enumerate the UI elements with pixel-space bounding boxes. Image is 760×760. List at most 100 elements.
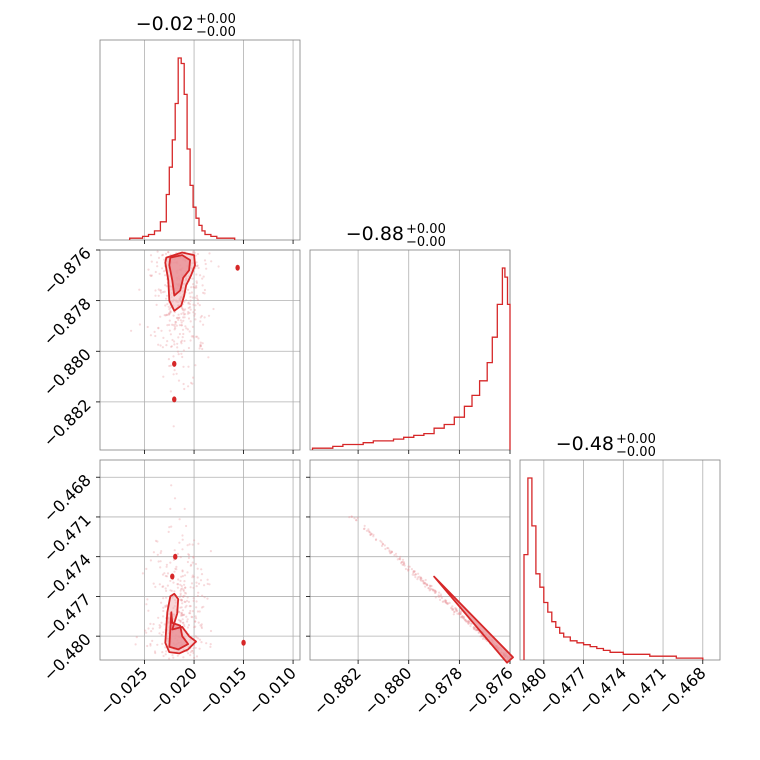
scatter-point <box>191 576 194 579</box>
scatter-point <box>442 600 445 603</box>
scatter-point <box>456 609 459 612</box>
scatter-point <box>164 314 167 317</box>
scatter-point <box>201 594 204 597</box>
scatter-point <box>167 312 171 315</box>
scatter-point <box>177 313 180 316</box>
scatter-point <box>419 576 422 579</box>
scatter-point <box>168 312 171 315</box>
scatter-point <box>160 633 163 637</box>
scatter-point <box>426 584 429 587</box>
scatter-point <box>199 343 202 346</box>
scatter-point <box>172 324 175 327</box>
scatter-point <box>393 554 396 557</box>
scatter-point <box>363 527 366 530</box>
scatter-point <box>408 565 411 568</box>
scatter-point <box>186 544 189 547</box>
scatter-point <box>181 570 184 573</box>
scatter-point <box>191 543 194 546</box>
panel-title-minus: −0.00 <box>196 25 236 40</box>
scatter-point <box>475 629 479 632</box>
scatter-point <box>181 538 184 541</box>
scatter-point <box>423 581 427 584</box>
scatter-point <box>194 286 197 289</box>
scatter-point <box>169 589 172 592</box>
panel-frame <box>99 249 301 451</box>
scatter-point <box>196 567 199 570</box>
scatter-point <box>448 601 451 605</box>
x-tick-label-2: −0.015 <box>195 663 250 718</box>
scatter-point <box>165 344 168 347</box>
scatter-point <box>170 525 173 528</box>
scatter-point <box>176 316 179 319</box>
scatter-point <box>203 316 206 319</box>
scatter-point <box>162 615 165 618</box>
scatter-point <box>422 581 425 584</box>
scatter-point <box>180 575 183 578</box>
scatter-point <box>433 591 436 594</box>
scatter-point <box>172 355 175 358</box>
scatter-point <box>185 599 189 603</box>
scatter-point <box>177 353 180 356</box>
scatter-point <box>180 324 183 327</box>
scatter-point <box>173 497 177 500</box>
scatter-point <box>189 586 192 589</box>
scatter-point <box>469 622 472 625</box>
scatter-point <box>162 585 165 588</box>
scatter-point <box>440 595 443 598</box>
scatter-point <box>348 516 351 519</box>
scatter-point <box>163 258 166 261</box>
scatter-point <box>197 591 200 594</box>
scatter-point <box>350 515 353 518</box>
scatter-point <box>186 626 189 629</box>
scatter-point <box>163 623 166 626</box>
scatter-point <box>434 590 437 593</box>
scatter-point <box>192 283 195 286</box>
scatter-point <box>175 324 178 327</box>
scatter-point <box>362 527 366 531</box>
scatter-point <box>199 345 202 348</box>
scatter-point <box>210 260 213 263</box>
scatter-point <box>374 538 377 542</box>
scatter-point <box>184 592 188 595</box>
scatter-point <box>187 624 190 627</box>
scatter-point <box>186 571 189 574</box>
scatter-point <box>188 330 191 333</box>
scatter-point <box>194 562 197 566</box>
contour-island-0 <box>172 360 177 367</box>
scatter-point <box>179 579 182 583</box>
scatter-point <box>147 609 150 612</box>
scatter-point <box>468 621 471 624</box>
scatter-point <box>192 311 195 314</box>
scatter-point <box>192 586 195 589</box>
scatter-point <box>195 600 198 603</box>
scatter-point <box>481 637 484 641</box>
panel-title-median: −0.88 <box>346 223 404 245</box>
scatter-point <box>169 310 172 313</box>
scatter-point <box>209 643 212 646</box>
scatter-point <box>154 294 157 297</box>
scatter-point <box>199 579 203 582</box>
scatter-point <box>162 291 165 294</box>
panel-frame <box>519 459 721 661</box>
scatter-point <box>184 586 187 589</box>
scatter-point <box>168 323 171 326</box>
scatter-point <box>480 635 483 638</box>
scatter-point <box>199 274 202 277</box>
scatter-point <box>199 624 202 627</box>
scatter-point <box>459 616 462 619</box>
scatter-point <box>203 292 206 295</box>
scatter-point <box>189 339 192 342</box>
scatter-point <box>441 600 444 604</box>
scatter-point <box>424 582 427 585</box>
scatter-point <box>181 534 184 537</box>
scatter-point <box>427 587 430 590</box>
scatter-point <box>207 314 211 317</box>
scatter-point <box>182 382 185 386</box>
scatter-point <box>171 323 174 326</box>
scatter-point <box>160 550 163 553</box>
scatter-point <box>190 291 193 294</box>
scatter-point <box>195 581 198 584</box>
scatter-point <box>178 595 181 599</box>
contour-line-outer <box>164 592 197 655</box>
